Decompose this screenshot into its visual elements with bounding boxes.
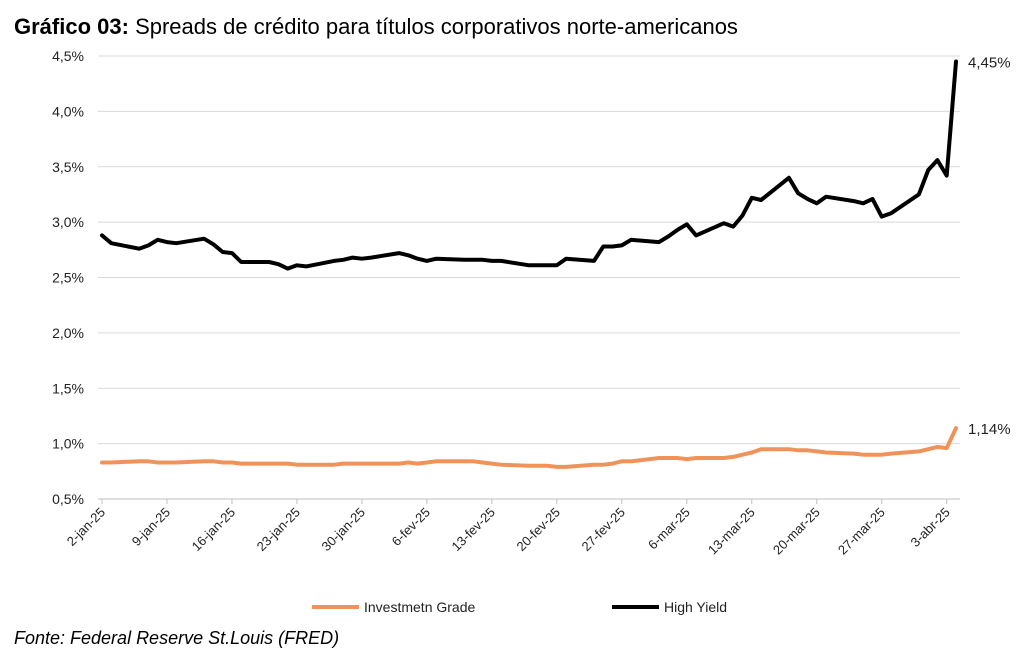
x-tick-label: 6-mar-25 xyxy=(645,505,693,553)
x-tick-label: 23-jan-25 xyxy=(254,505,303,554)
end-value-label: 1,14% xyxy=(968,421,1011,438)
series-line-high-yield xyxy=(100,59,958,271)
y-tick-label: 1,5% xyxy=(52,380,84,396)
x-tick-label: 27-mar-25 xyxy=(835,505,888,558)
chart-title-prefix: Gráfico 03: xyxy=(14,14,129,39)
series-line-investment-grade xyxy=(100,426,958,469)
chart-title: Gráfico 03: Spreads de crédito para títu… xyxy=(14,14,738,40)
x-tick-label: 13-mar-25 xyxy=(705,505,758,558)
y-tick-label: 4,5% xyxy=(52,48,84,64)
x-tick-label: 20-fev-25 xyxy=(514,505,563,554)
x-tick-label: 13-fev-25 xyxy=(449,505,498,554)
chart-title-text: Spreads de crédito para títulos corporat… xyxy=(135,14,738,39)
legend-item-investment-grade-label: Investmetn Grade xyxy=(364,599,475,615)
x-tick-label: 2-jan-25 xyxy=(64,505,108,549)
y-tick-label: 3,0% xyxy=(52,214,84,230)
x-tick-label: 27-fev-25 xyxy=(579,505,628,554)
x-tick-label: 3-abr-25 xyxy=(907,505,952,550)
x-tick-label: 30-jan-25 xyxy=(319,505,368,554)
y-tick-label: 2,5% xyxy=(52,270,84,286)
x-tick-label: 9-jan-25 xyxy=(129,505,173,549)
y-tick-label: 0,5% xyxy=(52,491,84,507)
x-tick-label: 6-fev-25 xyxy=(389,505,433,549)
x-tick-label: 16-jan-25 xyxy=(189,505,238,554)
end-value-label: 4,45% xyxy=(968,55,1011,72)
y-tick-label: 3,5% xyxy=(52,159,84,175)
source-note: Fonte: Federal Reserve St.Louis (FRED) xyxy=(14,628,340,648)
y-tick-label: 2,0% xyxy=(52,325,84,341)
y-tick-label: 4,0% xyxy=(52,103,84,119)
legend-item-high-yield-label: High Yield xyxy=(664,599,727,615)
y-tick-label: 1,0% xyxy=(52,436,84,452)
x-tick-label: 20-mar-25 xyxy=(770,505,823,558)
